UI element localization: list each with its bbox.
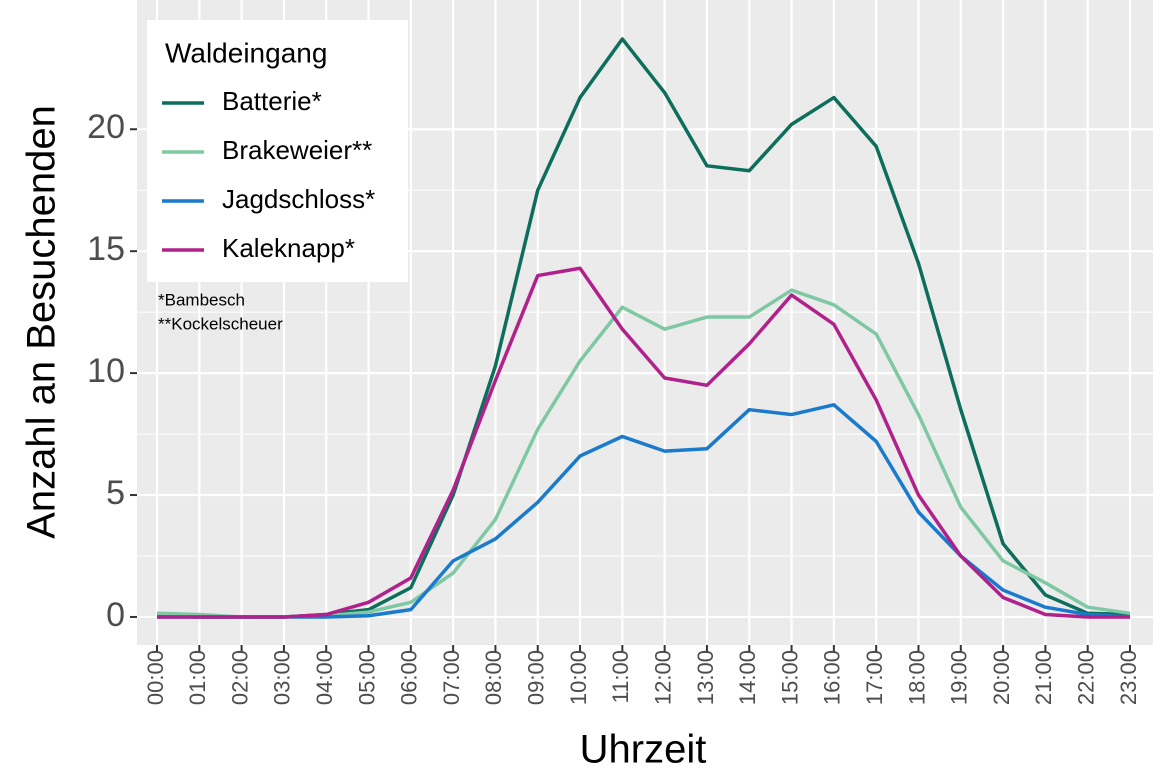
x-tick-label: 05:00 [354, 650, 379, 705]
x-tick-label: 02:00 [227, 650, 252, 705]
x-tick-label: 12:00 [650, 650, 675, 705]
y-tick-label: 10 [87, 352, 125, 390]
x-tick-label: 18:00 [904, 650, 929, 705]
legend-label: Jagdschloss* [222, 184, 375, 214]
x-tick-label: 22:00 [1074, 650, 1099, 705]
lines [156, 37, 1131, 619]
x-tick-label: 13:00 [693, 650, 718, 705]
x-tick-label: 03:00 [270, 650, 295, 705]
y-tick-label: 15 [87, 230, 125, 268]
y-tick-label: 0 [106, 596, 125, 634]
x-tick-label: 07:00 [439, 650, 464, 705]
series-line [157, 266, 1130, 619]
legend-label: Batterie* [222, 86, 322, 116]
annotation: **Kockelscheuer [158, 314, 283, 333]
x-tick-label: 11:00 [608, 650, 633, 703]
x-tick-label: 00:00 [143, 650, 168, 705]
x-tick-label: 23:00 [1116, 650, 1141, 705]
x-tick-label: 01:00 [185, 650, 210, 705]
x-tick-label: 08:00 [481, 650, 506, 705]
x-tick-label: 16:00 [820, 650, 845, 705]
x-tick-label: 04:00 [312, 650, 337, 705]
x-tick-label: 20:00 [989, 650, 1014, 705]
annotation: *Bambesch [158, 290, 245, 309]
x-tick-label: 15:00 [777, 650, 802, 705]
x-tick-label: 09:00 [524, 650, 549, 705]
legend-label: Kaleknapp* [222, 233, 355, 263]
x-tick-label: 06:00 [397, 650, 422, 705]
legend-title: Waldeingang [165, 37, 327, 68]
y-tick-label: 5 [106, 474, 125, 512]
x-tick-label: 10:00 [566, 650, 591, 705]
x-tick-label: 17:00 [862, 650, 887, 705]
y-axis-title: Anzahl an Besuchenden [20, 105, 64, 539]
x-tick-label: 21:00 [1031, 650, 1056, 705]
legend-label: Brakeweier** [222, 135, 372, 165]
x-axis-title: Uhrzeit [580, 728, 707, 772]
y-tick-label: 20 [87, 108, 125, 146]
x-tick-label: 19:00 [947, 650, 972, 705]
x-tick-label: 14:00 [735, 650, 760, 705]
